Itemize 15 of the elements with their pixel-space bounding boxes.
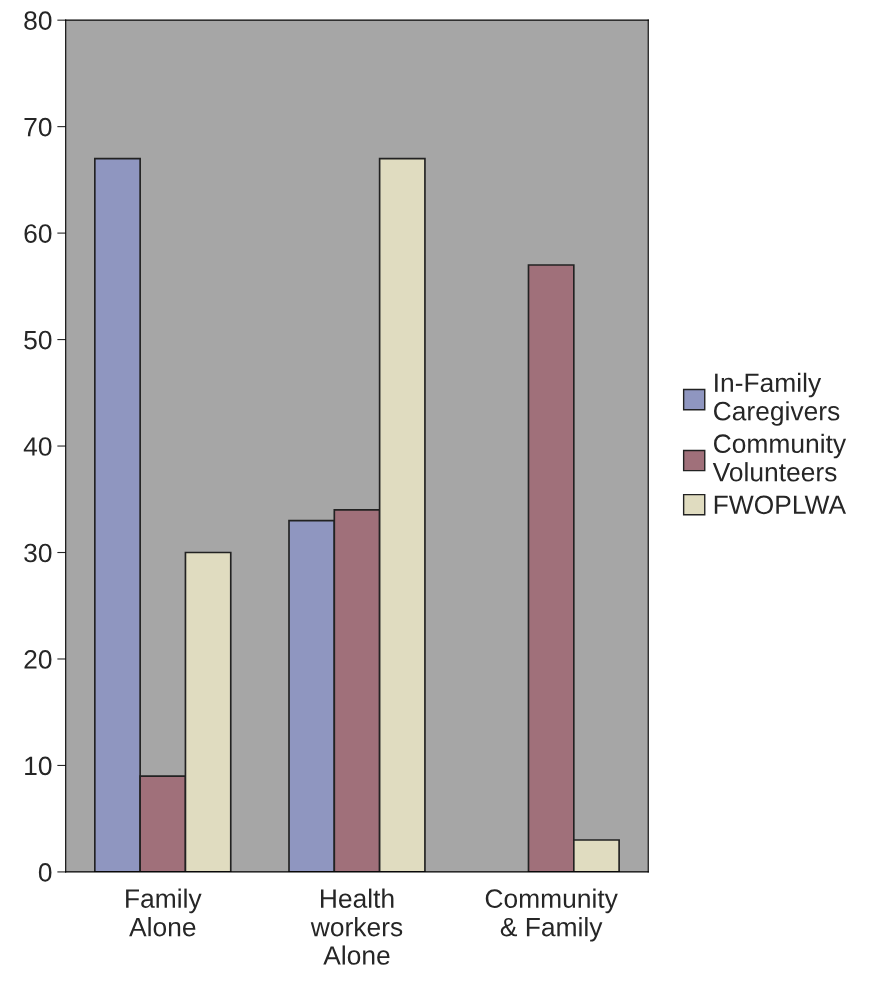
legend-label: FWOPLWA [714,495,847,515]
x-tick-label: Family Alone [126,888,202,937]
legend-label: In-Family Caregivers [714,372,840,426]
y-tick-label: 0 [38,863,52,882]
y-tick-label: 10 [25,756,52,776]
y-tick-label: 80 [24,11,52,30]
x-tick-label: Health workers Alone [310,888,403,965]
legend-label: Community Volunteers [712,433,847,482]
y-tick-label: 30 [24,543,52,563]
y-tick-label: 60 [24,224,52,243]
x-tick-label: Community & Family [485,888,618,942]
y-tick-label: 70 [24,117,52,137]
y-tick-label: 50 [24,330,52,350]
y-tick-label: 20 [24,650,52,669]
y-tick-label: 40 [23,437,52,456]
